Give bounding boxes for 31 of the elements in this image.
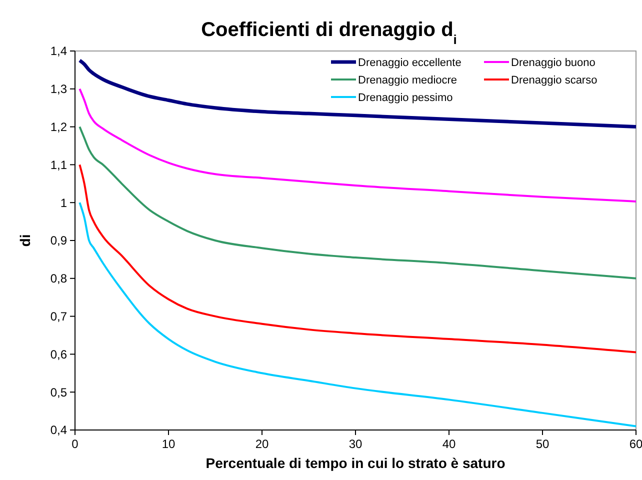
y-tick-label: 0,5: [50, 385, 68, 400]
legend-label: Drenaggio mediocre: [358, 74, 458, 86]
chart-title: Coefficienti di drenaggio d$_{i}$: [201, 19, 457, 46]
y-tick-label: 1,1: [50, 158, 68, 172]
y-tick-label: 0,4: [50, 423, 68, 438]
line-series: [78, 202, 637, 428]
line-series: [78, 88, 637, 202]
legend-label: Drenaggio scarso: [511, 74, 598, 86]
x-tick-label: 30: [348, 437, 362, 451]
legend-label: Drenaggio eccellente: [358, 56, 462, 69]
y-axis-title: di: [17, 234, 33, 247]
y-tick-label: 0,8: [50, 272, 68, 286]
y-tick-label: 0,7: [50, 310, 68, 324]
y-tick-label: 0,9: [50, 234, 68, 248]
x-tick-label: 0: [72, 437, 79, 451]
x-axis-title: Percentuale di tempo in cui lo strato è saturo: [206, 455, 506, 471]
y-tick-label: 0,6: [50, 347, 68, 362]
line-series: [78, 164, 637, 354]
x-tick-label: 10: [162, 437, 176, 451]
x-tick-label: 50: [536, 437, 550, 451]
y-tick-label: 1: [60, 196, 68, 210]
line-series: [78, 58, 638, 129]
y-tick-label: 1,2: [50, 120, 68, 134]
x-tick-label: 60: [629, 437, 642, 451]
y-tick-label: 1,3: [50, 82, 68, 96]
legend-label: Drenaggio buono: [511, 56, 596, 69]
line-series: [78, 126, 637, 280]
legend-label: Drenaggio pessimo: [358, 92, 453, 104]
y-tick-label: 1,4: [50, 44, 68, 58]
x-tick-label: 20: [255, 437, 269, 451]
x-tick-label: 40: [442, 437, 456, 451]
